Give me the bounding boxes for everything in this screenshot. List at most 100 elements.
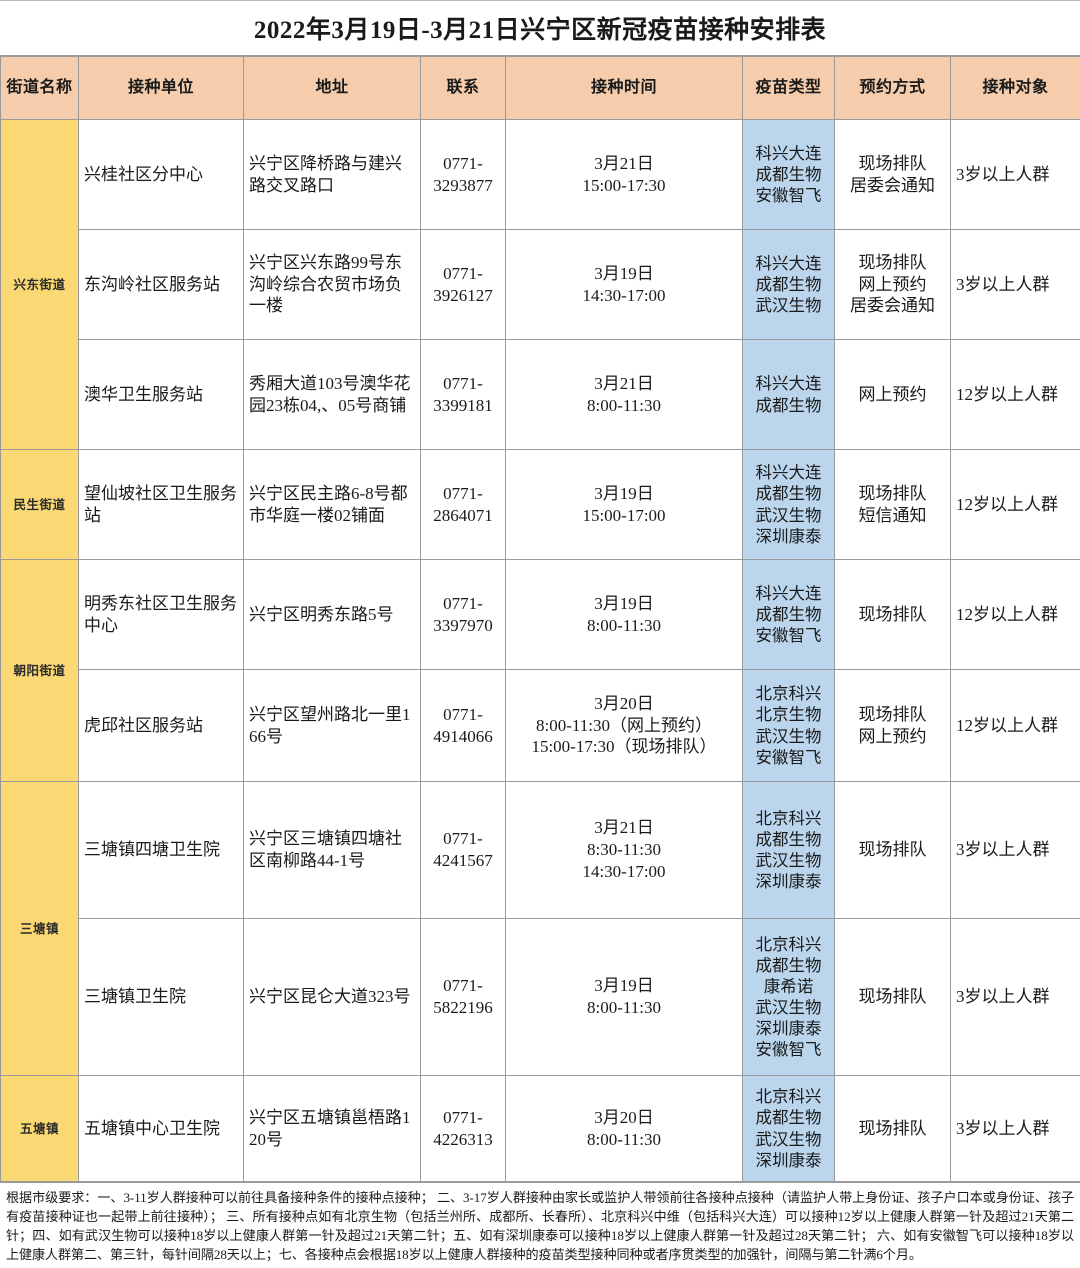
- cell-contact-phone: 0771-3926127: [421, 230, 506, 340]
- cell-vaccination-time-line: 8:00-11:30: [511, 395, 737, 417]
- cell-vaccine-type-line: 武汉生物: [748, 726, 829, 747]
- cell-booking-method-line: 居委会通知: [840, 295, 945, 317]
- cell-vaccination-unit: 五塘镇中心卫生院: [79, 1076, 244, 1182]
- cell-vaccination-time-line: 14:30-17:00: [511, 285, 737, 307]
- cell-vaccination-time-line: 3月21日: [511, 817, 737, 839]
- cell-vaccination-time-line: 8:00-11:30: [511, 1129, 737, 1151]
- cell-vaccine-type-line: 成都生物: [748, 604, 829, 625]
- cell-contact-phone-line: 3399181: [426, 395, 500, 417]
- cell-address: 兴宁区五塘镇邕梧路120号: [244, 1076, 421, 1182]
- cell-vaccination-time-line: 8:30-11:30: [511, 839, 737, 861]
- cell-vaccine-type-line: 成都生物: [748, 955, 829, 976]
- cell-vaccination-unit: 明秀东社区卫生服务中心: [79, 560, 244, 670]
- cell-target-population: 12岁以上人群: [951, 670, 1080, 782]
- cell-contact-phone-line: 0771-: [426, 483, 500, 505]
- cell-target-population: 3岁以上人群: [951, 230, 1080, 340]
- cell-vaccination-unit: 虎邱社区服务站: [79, 670, 244, 782]
- cell-vaccine-type-line: 科兴大连: [748, 143, 829, 164]
- cell-booking-method: 现场排队: [835, 560, 951, 670]
- cell-contact-phone-line: 0771-: [426, 704, 500, 726]
- cell-booking-method: 网上预约: [835, 340, 951, 450]
- cell-contact-phone-line: 5822196: [426, 997, 500, 1019]
- cell-address: 兴宁区民主路6-8号都市华庭一楼02铺面: [244, 450, 421, 560]
- cell-vaccination-time-line: 8:00-11:30: [511, 615, 737, 637]
- cell-contact-phone-line: 0771-: [426, 975, 500, 997]
- cell-vaccine-type-line: 北京科兴: [748, 1086, 829, 1107]
- document-title-row: 2022年3月19日-3月21日兴宁区新冠疫苗接种安排表: [0, 1, 1080, 56]
- cell-booking-method: 现场排队网上预约: [835, 670, 951, 782]
- cell-contact-phone-line: 4241567: [426, 850, 500, 872]
- cell-vaccine-type-line: 武汉生物: [748, 997, 829, 1018]
- cell-vaccination-time-line: 3月19日: [511, 263, 737, 285]
- column-header-address: 地址: [244, 57, 421, 120]
- cell-vaccination-unit: 三塘镇卫生院: [79, 919, 244, 1076]
- cell-vaccine-type-line: 安徽智飞: [748, 625, 829, 646]
- cell-street-name: 朝阳街道: [1, 560, 79, 782]
- table-header-row: 街道名称 接种单位 地址 联系 接种时间 疫苗类型 预约方式 接种对象: [1, 57, 1080, 120]
- cell-contact-phone: 0771-2864071: [421, 450, 506, 560]
- column-header-booking: 预约方式: [835, 57, 951, 120]
- cell-address: 兴宁区明秀东路5号: [244, 560, 421, 670]
- cell-contact-phone: 0771-5822196: [421, 919, 506, 1076]
- cell-vaccination-time-line: 14:30-17:00: [511, 861, 737, 883]
- cell-vaccination-time-line: 3月20日: [511, 1107, 737, 1129]
- cell-street-name: 民生街道: [1, 450, 79, 560]
- cell-contact-phone-line: 0771-: [426, 373, 500, 395]
- cell-vaccine-type-line: 康希诺: [748, 976, 829, 997]
- cell-vaccine-type-line: 科兴大连: [748, 253, 829, 274]
- cell-vaccine-type-line: 深圳康泰: [748, 1150, 829, 1171]
- cell-vaccine-type-line: 武汉生物: [748, 1129, 829, 1150]
- cell-vaccine-type-line: 武汉生物: [748, 295, 829, 316]
- cell-vaccination-unit: 澳华卫生服务站: [79, 340, 244, 450]
- cell-vaccination-unit: 望仙坡社区卫生服务站: [79, 450, 244, 560]
- cell-booking-method-line: 网上预约: [840, 274, 945, 296]
- cell-target-population: 3岁以上人群: [951, 1076, 1080, 1182]
- column-header-street: 街道名称: [1, 57, 79, 120]
- cell-booking-method-line: 现场排队: [840, 252, 945, 274]
- cell-contact-phone-line: 0771-: [426, 593, 500, 615]
- cell-street-name: 五塘镇: [1, 1076, 79, 1182]
- cell-vaccination-time-line: 3月19日: [511, 483, 737, 505]
- cell-vaccination-time-line: 3月19日: [511, 593, 737, 615]
- cell-vaccine-type-line: 武汉生物: [748, 505, 829, 526]
- column-header-contact: 联系: [421, 57, 506, 120]
- cell-booking-method-line: 网上预约: [840, 726, 945, 748]
- cell-vaccination-time-line: 3月21日: [511, 153, 737, 175]
- cell-target-population: 3岁以上人群: [951, 919, 1080, 1076]
- cell-booking-method: 现场排队: [835, 1076, 951, 1182]
- cell-vaccine-type-line: 深圳康泰: [748, 526, 829, 547]
- cell-vaccine-type-line: 成都生物: [748, 274, 829, 295]
- cell-vaccination-time-line: 3月20日: [511, 693, 737, 715]
- cell-contact-phone: 0771-4914066: [421, 670, 506, 782]
- cell-target-population: 3岁以上人群: [951, 782, 1080, 919]
- cell-vaccine-type-line: 成都生物: [748, 483, 829, 504]
- cell-vaccine-type: 科兴大连成都生物安徽智飞: [743, 120, 835, 230]
- cell-vaccine-type-line: 安徽智飞: [748, 747, 829, 768]
- vaccination-schedule-table: 街道名称 接种单位 地址 联系 接种时间 疫苗类型 预约方式 接种对象 兴东街道…: [0, 56, 1080, 1182]
- cell-vaccination-time-line: 15:00-17:30: [511, 175, 737, 197]
- cell-contact-phone-line: 4226313: [426, 1129, 500, 1151]
- cell-address: 兴宁区望州路北一里166号: [244, 670, 421, 782]
- cell-vaccination-unit: 三塘镇四塘卫生院: [79, 782, 244, 919]
- cell-contact-phone-line: 0771-: [426, 263, 500, 285]
- cell-vaccine-type-line: 安徽智飞: [748, 1039, 829, 1060]
- cell-contact-phone-line: 3926127: [426, 285, 500, 307]
- cell-booking-method-line: 现场排队: [840, 704, 945, 726]
- cell-contact-phone: 0771-4241567: [421, 782, 506, 919]
- cell-contact-phone-line: 3397970: [426, 615, 500, 637]
- cell-booking-method-line: 网上预约: [840, 384, 945, 406]
- cell-vaccine-type-line: 安徽智飞: [748, 185, 829, 206]
- cell-vaccination-unit: 东沟岭社区服务站: [79, 230, 244, 340]
- table-header: 街道名称 接种单位 地址 联系 接种时间 疫苗类型 预约方式 接种对象: [1, 57, 1080, 120]
